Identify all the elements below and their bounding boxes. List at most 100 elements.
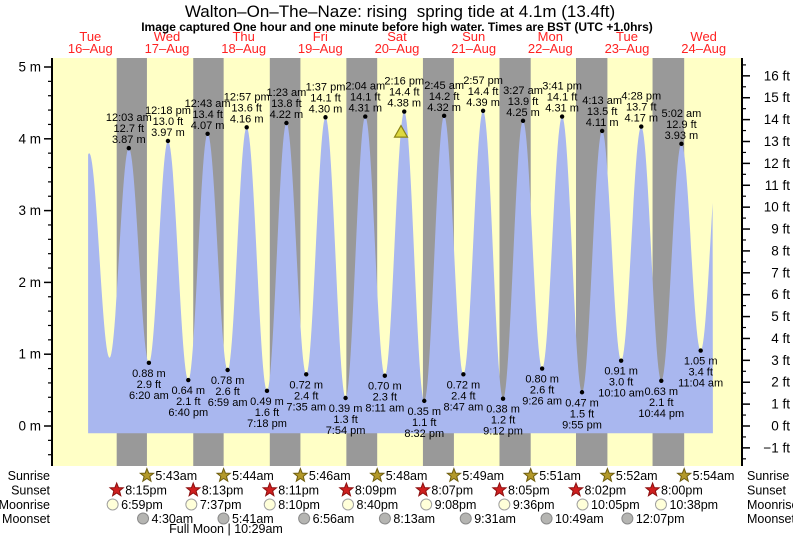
sunset-star-icon: [185, 481, 202, 497]
high-tide-meters: 4.30 m: [309, 103, 343, 115]
day-label-date: 17–Aug: [145, 41, 190, 56]
low-tide-time: 9:55 pm: [562, 419, 602, 431]
high-tide-dot: [679, 141, 684, 147]
astro-row-label-left-sunrise: Sunrise: [8, 469, 50, 483]
high-tide-feet: 13.6 ft: [231, 102, 262, 114]
high-tide-dot: [126, 145, 132, 151]
day-label-date: 16–Aug: [68, 41, 113, 56]
high-tide-meters: 4.32 m: [427, 102, 461, 114]
day-label-weekday: Mon: [538, 29, 563, 44]
day-label-date: 20–Aug: [375, 41, 420, 56]
low-tide-feet: 1.2 ft: [491, 415, 515, 427]
sunset-star-icon: [338, 481, 355, 497]
low-tide-dot: [382, 373, 388, 378]
astro-row-label-left-sunset: Sunset: [11, 484, 50, 498]
low-tide-feet: 1.3 ft: [333, 414, 357, 426]
low-tide-feet: 3.0 ft: [609, 377, 633, 389]
low-tide-label: 0.72 m2.4 ft8:47 am: [444, 379, 484, 413]
high-tide-time: 12:18 pm: [145, 105, 191, 117]
high-tide-dot: [244, 125, 249, 130]
high-tide-feet: 12.7 ft: [114, 123, 145, 135]
high-tide-feet: 13.4 ft: [192, 109, 223, 121]
moonset-time: 9:31am: [474, 512, 516, 526]
full-moon-label: Full Moon | 10:29am: [169, 522, 283, 536]
low-tide-dot: [618, 358, 624, 363]
day-label-date: 22–Aug: [528, 41, 573, 56]
moonrise-time: 10:38pm: [669, 498, 718, 512]
high-tide-dot: [165, 138, 171, 144]
sunrise-time: 5:54am: [693, 469, 735, 483]
low-tide-feet: 2.3 ft: [373, 392, 397, 404]
high-tide-meters: 4.22 m: [270, 109, 304, 121]
sunset-time: 8:07pm: [431, 484, 473, 498]
high-tide-feet: 14.4 ft: [389, 87, 420, 99]
moonset-circle-icon: [298, 512, 311, 525]
right-axis-tick-label: 2 ft: [771, 375, 790, 390]
sunrise-time: 5:43am: [155, 469, 197, 483]
low-tide-meters: 1.05 m: [684, 356, 718, 368]
sunrise-star-icon: [599, 467, 616, 483]
low-tide-feet: 2.1 ft: [176, 396, 200, 408]
low-tide-dot: [422, 398, 427, 404]
low-tide-label: 0.70 m2.3 ft8:11 am: [365, 381, 404, 415]
day-label-weekday: Wed: [154, 29, 181, 44]
low-tide-feet: 2.6 ft: [215, 386, 239, 398]
high-tide-dot: [363, 114, 368, 119]
high-tide-dot: [323, 115, 328, 120]
sunrise-time: 5:48am: [386, 469, 428, 483]
low-tide-time: 7:35 am: [286, 401, 326, 413]
right-axis-tick-label: 16 ft: [764, 68, 791, 83]
low-tide-time: 6:20 am: [129, 390, 169, 402]
low-tide-meters: 0.47 m: [565, 397, 599, 409]
moonset-time: 10:49am: [555, 512, 604, 526]
high-tide-feet: 14.2 ft: [429, 91, 460, 103]
low-tide-feet: 2.6 ft: [530, 385, 554, 397]
day-label-weekday: Sat: [387, 29, 407, 44]
sunset-star-icon: [644, 481, 661, 497]
high-tide-dot: [520, 118, 526, 124]
day-label-weekday: Sun: [462, 29, 485, 44]
moonset-time: 5:41am: [232, 512, 274, 526]
low-tide-label: 0.49 m1.6 ft7:18 pm: [247, 396, 287, 430]
low-tide-dot: [186, 377, 191, 383]
low-tide-time: 6:40 pm: [168, 407, 208, 419]
chart-title: Walton–On–The–Naze: rising spring tide a…: [185, 2, 615, 21]
sunset-time: 8:00pm: [661, 484, 703, 498]
low-tide-meters: 0.80 m: [525, 374, 559, 386]
high-tide-meters: 4.39 m: [466, 97, 500, 109]
low-tide-dot: [343, 395, 348, 401]
right-axis-tick-label: 10 ft: [764, 200, 791, 215]
sunrise-star-icon: [676, 467, 693, 483]
sunset-time: 8:13pm: [202, 484, 244, 498]
high-tide-meters: 4.31 m: [348, 103, 382, 115]
low-tide-time: 8:32 pm: [404, 428, 444, 440]
high-tide-feet: 14.1 ft: [350, 92, 381, 104]
moonset-circle-icon: [217, 512, 230, 525]
sunset-star-icon: [414, 481, 431, 497]
low-tide-label: 0.80 m2.6 ft9:26 am: [522, 374, 562, 408]
moonset-circle-icon: [540, 512, 553, 525]
moonrise-time: 7:37pm: [200, 498, 242, 512]
day-label-date: 21–Aug: [451, 41, 496, 56]
now-marker-triangle: [393, 124, 409, 138]
high-tide-time: 3:41 pm: [542, 81, 582, 93]
low-tide-dot: [579, 390, 585, 395]
low-tide-feet: 2.4 ft: [294, 390, 318, 402]
low-tide-time: 9:12 pm: [483, 426, 523, 438]
sunrise-star-icon: [369, 467, 386, 483]
high-tide-time: 2:16 pm: [384, 76, 424, 88]
sunrise-time: 5:46am: [309, 469, 351, 483]
low-tide-label: 0.35 m1.1 ft8:32 pm: [404, 406, 444, 440]
sunset-time: 8:09pm: [355, 484, 397, 498]
left-axis-tick-label: 0 m: [18, 419, 41, 434]
sunset-star-icon: [108, 481, 125, 497]
high-tide-dot: [284, 120, 289, 126]
